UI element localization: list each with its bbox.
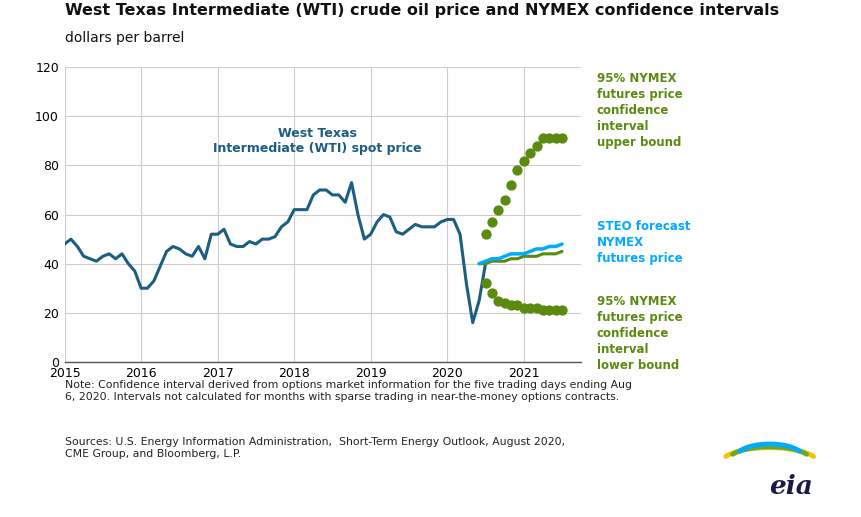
Point	[548, 306, 562, 314]
Point	[517, 156, 530, 164]
Point	[555, 306, 569, 314]
Point	[485, 218, 499, 226]
Text: West Texas
Intermediate (WTI) spot price: West Texas Intermediate (WTI) spot price	[213, 127, 421, 155]
Point	[530, 142, 543, 150]
Text: eia: eia	[769, 474, 813, 499]
Point	[492, 206, 505, 214]
Point	[523, 304, 537, 312]
Point	[548, 134, 562, 143]
Point	[555, 134, 569, 143]
Point	[523, 149, 537, 157]
Text: Note: Confidence interval derived from options market information for the five t: Note: Confidence interval derived from o…	[65, 380, 632, 402]
Point	[536, 306, 550, 314]
Point	[542, 306, 556, 314]
Text: STEO forecast
NYMEX
futures price: STEO forecast NYMEX futures price	[597, 220, 691, 265]
Point	[511, 166, 524, 175]
Point	[511, 301, 524, 310]
Point	[530, 304, 543, 312]
Point	[498, 196, 511, 204]
Text: West Texas Intermediate (WTI) crude oil price and NYMEX confidence intervals: West Texas Intermediate (WTI) crude oil …	[65, 3, 778, 18]
Point	[492, 296, 505, 305]
Text: 95% NYMEX
futures price
confidence
interval
upper bound: 95% NYMEX futures price confidence inter…	[597, 72, 682, 149]
Point	[504, 301, 517, 310]
Text: 95% NYMEX
futures price
confidence
interval
lower bound: 95% NYMEX futures price confidence inter…	[597, 295, 682, 372]
Point	[479, 230, 492, 238]
Text: Sources: U.S. Energy Information Administration,  Short-Term Energy Outlook, Aug: Sources: U.S. Energy Information Adminis…	[65, 437, 565, 459]
Point	[542, 134, 556, 143]
Point	[479, 279, 492, 287]
Point	[536, 134, 550, 143]
Point	[517, 304, 530, 312]
Point	[498, 299, 511, 307]
Text: dollars per barrel: dollars per barrel	[65, 31, 184, 45]
Point	[485, 289, 499, 297]
Point	[504, 181, 517, 189]
